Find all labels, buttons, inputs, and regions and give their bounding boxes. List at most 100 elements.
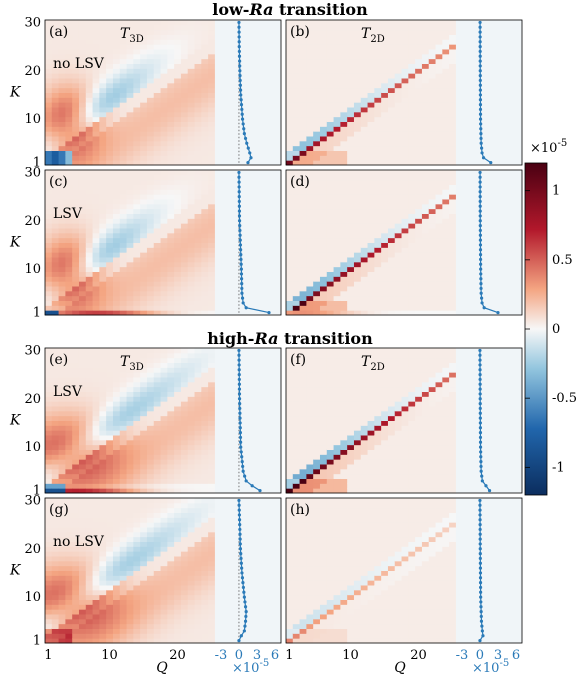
heatmap-cell bbox=[299, 121, 307, 127]
heatmap-cell bbox=[435, 286, 443, 292]
heatmap-cell bbox=[326, 184, 335, 190]
heatmap-cell bbox=[353, 391, 362, 397]
heatmap-cell bbox=[299, 87, 307, 93]
heatmap-cell bbox=[133, 420, 141, 426]
heatmap-cell bbox=[92, 410, 100, 417]
heatmap-cell bbox=[92, 531, 100, 538]
heatmap-cell bbox=[449, 266, 457, 272]
heatmap-cell bbox=[449, 276, 457, 282]
heatmap-cell bbox=[106, 170, 114, 176]
heatmap-cell bbox=[201, 406, 209, 412]
heatmap-cell bbox=[194, 252, 202, 258]
heatmap-cell bbox=[112, 425, 121, 431]
heatmap-cell bbox=[58, 357, 66, 363]
heatmap-cell bbox=[126, 430, 134, 436]
heatmap-cell bbox=[286, 218, 294, 224]
heatmap-cell bbox=[313, 73, 321, 79]
heatmap-cell bbox=[72, 131, 80, 137]
heatmap-cell bbox=[442, 150, 450, 156]
heatmap-cell bbox=[313, 228, 321, 234]
heatmap-cell bbox=[326, 189, 335, 195]
heatmap-cell bbox=[435, 381, 443, 388]
heatmap-cell bbox=[401, 478, 409, 484]
heatmap-cell bbox=[187, 116, 196, 122]
heatmap-cell bbox=[435, 261, 443, 268]
heatmap-cell bbox=[45, 381, 53, 388]
heatmap-cell bbox=[174, 281, 182, 287]
heatmap-cell bbox=[112, 348, 121, 354]
heatmap-cell bbox=[194, 155, 202, 161]
heatmap-cell bbox=[78, 213, 87, 219]
profile-point bbox=[478, 416, 482, 420]
heatmap-cell bbox=[51, 609, 60, 615]
heatmap-cell bbox=[126, 281, 134, 287]
heatmap-cell bbox=[85, 362, 94, 368]
heatmap-cell bbox=[313, 199, 321, 205]
heatmap-cell bbox=[360, 242, 369, 248]
heatmap-cell bbox=[92, 131, 100, 137]
heatmap-cell bbox=[299, 228, 307, 234]
heatmap-cell bbox=[394, 78, 403, 84]
heatmap-cell bbox=[78, 435, 87, 441]
heatmap-cell bbox=[208, 136, 216, 142]
heatmap-cell bbox=[78, 589, 87, 596]
heatmap-cell bbox=[381, 237, 389, 243]
heatmap-cell bbox=[174, 184, 182, 190]
heatmap-cell bbox=[65, 614, 73, 620]
heatmap-cell bbox=[194, 170, 202, 176]
heatmap-cell bbox=[367, 102, 375, 108]
heatmap-cell bbox=[360, 377, 369, 383]
heatmap-cell bbox=[167, 261, 175, 268]
heatmap-cell bbox=[85, 102, 94, 108]
heatmap-cell bbox=[187, 203, 196, 210]
heatmap-cell bbox=[394, 213, 403, 219]
profile-point bbox=[478, 93, 482, 97]
heatmap-cell bbox=[435, 92, 443, 98]
heatmap-cell bbox=[367, 136, 375, 142]
heatmap-cell bbox=[421, 352, 430, 359]
heatmap-cell bbox=[99, 102, 107, 108]
heatmap-cell bbox=[286, 68, 294, 74]
heatmap-cell bbox=[140, 145, 148, 151]
heatmap-cell bbox=[167, 367, 175, 373]
heatmap-cell bbox=[319, 184, 328, 190]
heatmap-cell bbox=[58, 310, 66, 316]
heatmap-cell bbox=[347, 406, 355, 412]
heatmap-cell bbox=[306, 203, 314, 210]
heatmap-cell bbox=[401, 305, 409, 311]
heatmap-cell bbox=[401, 213, 409, 219]
heatmap-cell bbox=[174, 78, 182, 84]
heatmap-cell bbox=[78, 208, 87, 214]
profile-point bbox=[478, 44, 482, 49]
heatmap-cell bbox=[119, 63, 128, 69]
heatmap-cell bbox=[408, 82, 416, 89]
heatmap-cell bbox=[72, 483, 80, 489]
heatmap-cell bbox=[299, 218, 307, 224]
heatmap-cell bbox=[174, 473, 182, 479]
heatmap-cell bbox=[65, 575, 73, 581]
heatmap-cell bbox=[347, 68, 355, 74]
heatmap-cell bbox=[45, 170, 53, 176]
heatmap-cell bbox=[51, 213, 60, 219]
heatmap-cell bbox=[65, 194, 73, 200]
heatmap-cell bbox=[340, 242, 348, 248]
heatmap-cell bbox=[45, 20, 53, 26]
heatmap-cell bbox=[415, 92, 423, 98]
heatmap-cell bbox=[299, 232, 307, 239]
heatmap-cell bbox=[194, 136, 202, 142]
profile-point bbox=[478, 112, 483, 116]
heatmap-cell bbox=[360, 160, 369, 166]
heatmap-cell bbox=[106, 160, 114, 166]
heatmap-cell bbox=[421, 483, 430, 489]
heatmap-cell bbox=[45, 633, 53, 639]
heatmap-cell bbox=[194, 386, 202, 392]
heatmap-cell bbox=[72, 580, 80, 586]
heatmap-cell bbox=[45, 357, 53, 363]
heatmap-cell bbox=[387, 266, 396, 272]
heatmap-cell bbox=[326, 415, 335, 421]
heatmap-cell bbox=[387, 430, 396, 436]
heatmap-cell bbox=[85, 218, 94, 224]
heatmap-cell bbox=[421, 488, 430, 494]
heatmap-cell bbox=[126, 184, 134, 190]
heatmap-cell bbox=[360, 150, 369, 156]
